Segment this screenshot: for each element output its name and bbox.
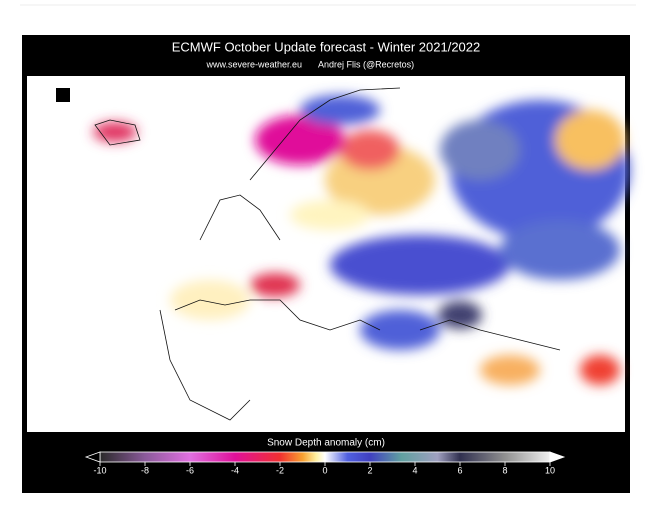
coastlines <box>94 87 561 421</box>
colorbar-tick-label: 4 <box>412 465 417 475</box>
colorbar-tick-label: -4 <box>231 465 239 475</box>
greenland-edge <box>56 88 70 102</box>
colorbar-tick-label: -6 <box>186 465 194 475</box>
colorbar-tick-label: 0 <box>322 465 327 475</box>
title: ECMWF October Update forecast - Winter 2… <box>172 39 481 54</box>
colorbar-ticks: -10 -8 -6 -4 -2 0 2 4 6 8 10 <box>93 462 555 475</box>
colorbar-tick-label: 8 <box>502 465 507 475</box>
subtitle-site: www.severe-weather.eu <box>205 59 302 69</box>
colorbar-arrow-left <box>84 451 101 463</box>
colorbar <box>99 451 551 463</box>
colorbar-tick-label: -2 <box>276 465 284 475</box>
colorbar-tick-label: 10 <box>545 465 555 475</box>
colorbar-label: Snow Depth anomaly (cm) <box>267 438 385 449</box>
colorbar-tick-label: 6 <box>457 465 462 475</box>
subtitle-author: Andrej Flis (@Recretos) <box>318 59 414 69</box>
colorbar-tick-label: -8 <box>141 465 149 475</box>
colorbar-arrow-right <box>549 451 566 463</box>
colorbar-tick-label: 2 <box>367 465 372 475</box>
anomaly-field <box>93 95 630 385</box>
colorbar-tick-label: -10 <box>93 465 106 475</box>
